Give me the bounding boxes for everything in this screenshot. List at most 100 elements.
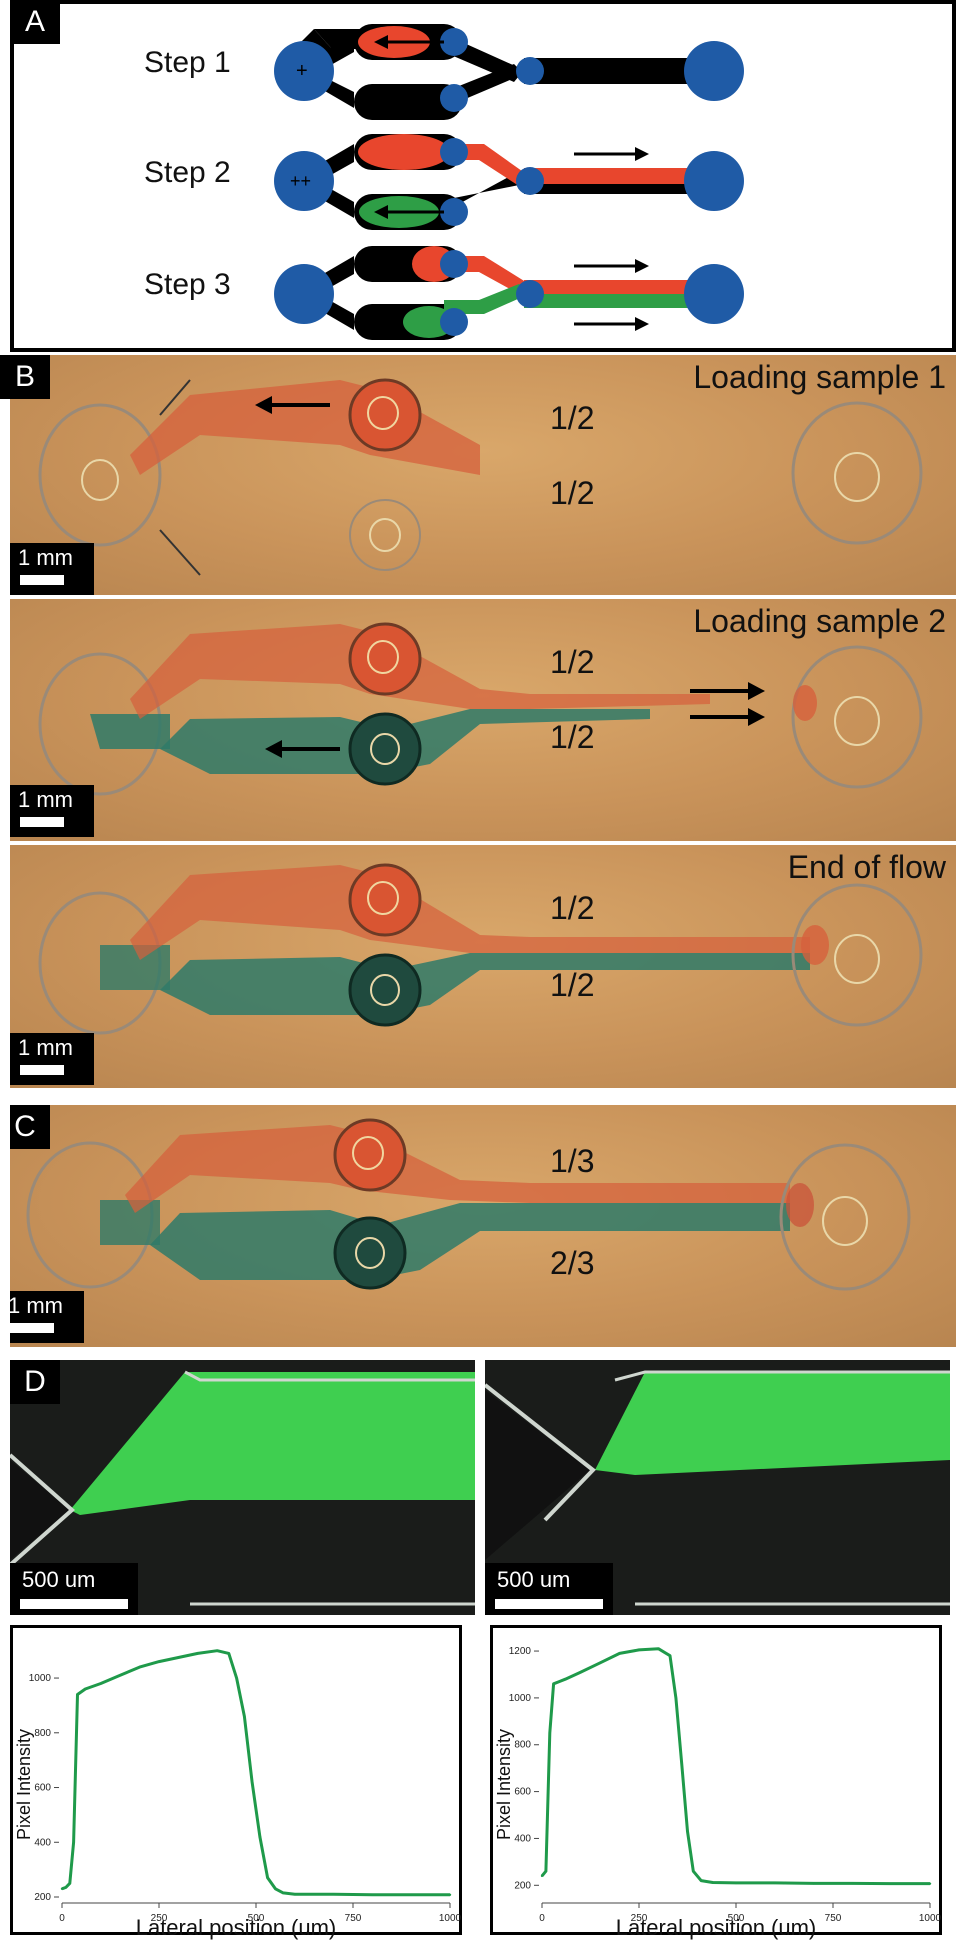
intensity-point [637,1648,641,1652]
y-tick-label: 600 [514,1787,531,1798]
intensity-point [674,1696,678,1700]
intensity-point [680,1762,683,1765]
y-tick-label: 800 [514,1740,531,1751]
fraction-top-1: 1/2 [550,400,595,436]
intensity-point [177,1656,180,1659]
y-tick-label: 200 [34,1892,51,1903]
intensity-point [410,1893,413,1897]
intensity-point [564,1677,567,1681]
intensity-point [711,1881,714,1884]
intensity-point [250,1780,254,1784]
fraction-top-2: 1/2 [550,644,595,680]
fraction-bottom-1: 1/2 [550,475,595,511]
intensity-point [138,1665,141,1669]
scale-bar-c-line [10,1323,54,1333]
x-tick-label: 0 [539,1913,545,1924]
intensity-point [332,1893,335,1896]
caption-loading-sample-2: Loading sample 2 [693,603,946,639]
intensity-point [599,1661,602,1664]
panel-b-photos: Loading sample 1 1/2 1/2 1 mm [0,355,958,1088]
intensity-point [243,1715,246,1718]
scale-bar-c-label: 1 mm [10,1293,63,1318]
fraction-bottom-2: 1/2 [550,719,595,755]
intensity-point [686,1830,689,1833]
y-tick-label: 1000 [509,1693,532,1704]
intensity-point [281,1891,285,1895]
micro-scale-left-label: 500 um [22,1567,96,1592]
x-tick-label: 500 [728,1913,745,1924]
intensity-point [928,1882,932,1885]
scale-bar-3-label: 1 mm [18,1035,73,1060]
step-3-label: Step 3 [144,268,231,301]
intensity-point [668,1654,672,1657]
photo-loading-sample-2: Loading sample 2 1/2 1/2 1 mm [10,599,956,841]
intensity-point [235,1676,238,1680]
intensity-point [99,1682,103,1685]
intensity-series-line [540,1647,930,1886]
intensity-point [657,1647,660,1650]
intensity-point [68,1882,71,1885]
intensity-point [448,1893,452,1897]
x-tick-label: 0 [59,1913,65,1924]
micro-scale-right: 500 um [485,1563,613,1615]
intensity-point [227,1652,231,1655]
intensity-point [890,1882,893,1885]
intensity-point [216,1649,219,1652]
intensity-point [552,1682,555,1686]
intensity-point [274,1887,277,1890]
scale-bar-1: 1 mm [10,543,94,595]
panel-letter-b: B [0,355,50,399]
micrograph-right: 500 um [485,1360,950,1615]
photo-loading-sample-1: Loading sample 1 1/2 1/2 1 mm [10,355,956,595]
panel-letter-a: A [10,0,60,44]
fraction-c-top: 1/3 [550,1143,595,1179]
y-tick-label: 400 [514,1833,531,1844]
intensity-point [548,1731,551,1735]
intensity-point [692,1870,695,1873]
fraction-top-3: 1/2 [550,890,595,926]
step-1-label: Step 1 [144,46,231,79]
micro-scale-left: 500 um [10,1563,138,1615]
intensity-point [266,1876,269,1880]
intensity-point [618,1652,621,1655]
intensity-point [851,1882,854,1885]
intensity-point [196,1652,199,1655]
plot-right-ylabel: Pixel Intensity [494,1728,514,1840]
intensity-point [64,1886,68,1889]
x-tick-label: 750 [825,1913,842,1924]
panel-letter-d: D [10,1360,60,1404]
intensity-series-line [61,1649,450,1897]
intensity-point [773,1881,776,1885]
micro-scale-right-label: 500 um [497,1567,571,1592]
intensity-point [558,1680,561,1683]
scale-bar-3: 1 mm [10,1033,94,1085]
intensity-point [76,1693,79,1696]
photo-end-of-flow: End of flow 1/2 1/2 1 mm [10,845,956,1088]
plot-left: 0 250 500 750 1000 200 400 600 800 1000 [29,1649,462,1924]
intensity-point [699,1879,703,1882]
intensity-point [258,1835,262,1838]
intensity-point [293,1893,296,1896]
y-tick-label: 1000 [29,1673,52,1684]
intensity-point [157,1660,161,1663]
x-tick-label: 250 [631,1913,648,1924]
panel-letter-c: C [10,1105,50,1149]
y-tick-label: 800 [34,1728,51,1739]
schematic-step-2: ++ [274,134,744,230]
intensity-point [544,1870,548,1873]
scale-bar-1-line [20,575,64,585]
fraction-c-bottom: 2/3 [550,1245,595,1281]
panel-a-schematic: A Step 1 Step 2 Step 3 + [10,0,956,352]
scale-bar-3-line [20,1065,64,1075]
intensity-point [119,1674,122,1677]
y-tick-label: 600 [34,1783,51,1794]
plot-left-ylabel: Pixel Intensity [14,1728,34,1840]
scale-bar-2-label: 1 mm [18,787,73,812]
micrograph-left: 500 um D [10,1360,475,1615]
x-tick-label: 1000 [919,1913,942,1924]
intensity-point [84,1687,87,1691]
intensity-point [72,1841,75,1844]
intensity-point [579,1670,582,1674]
scale-bar-2-line [20,817,64,827]
schematic-step-1: + [274,24,744,120]
